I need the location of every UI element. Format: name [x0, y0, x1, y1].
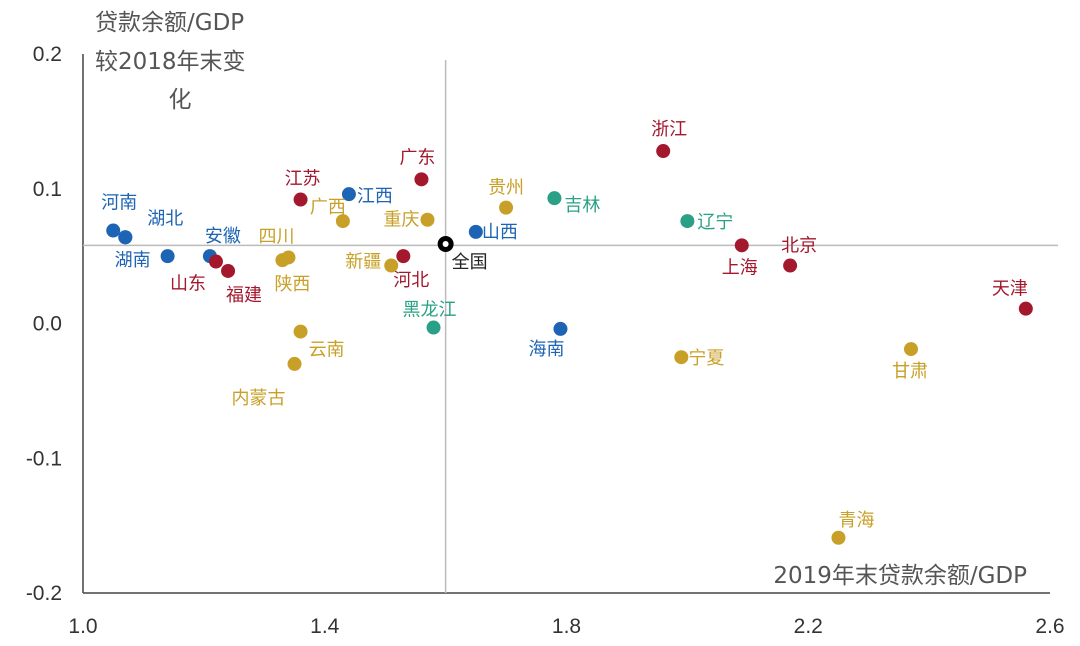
point-label: 福建	[226, 285, 262, 306]
point-label: 河北	[393, 270, 429, 291]
data-point	[903, 342, 918, 357]
point-label: 新疆	[345, 252, 381, 273]
point-label: 上海	[722, 257, 758, 278]
data-point	[293, 192, 308, 207]
data-point	[106, 223, 121, 238]
y-axis-title-line: 较2018年末变	[95, 49, 246, 75]
data-point	[547, 191, 562, 206]
axes	[82, 54, 1050, 594]
point-label: 浙江	[651, 119, 687, 140]
data-point	[275, 253, 290, 268]
point-label: 甘肃	[892, 361, 928, 382]
point-label: 河南	[101, 193, 137, 214]
x-tick-label: 2.2	[794, 615, 823, 638]
data-point	[160, 249, 175, 264]
point-label: 青海	[838, 510, 874, 531]
y-tick-label: -0.1	[26, 447, 62, 470]
point-label: 宁夏	[688, 348, 724, 369]
data-point	[118, 230, 133, 245]
data-point-center	[442, 240, 449, 247]
data-point	[468, 224, 483, 239]
point-label: 江苏	[285, 169, 321, 190]
point-label: 山东	[170, 274, 206, 295]
x-tick-label: 1.8	[552, 615, 581, 638]
data-point	[396, 249, 411, 264]
point-label: 湖北	[147, 208, 183, 229]
point-label: 山西	[482, 222, 518, 243]
point-label: 辽宁	[697, 212, 733, 233]
data-point	[831, 530, 846, 545]
point-label: 广东	[399, 147, 435, 168]
reference-lines	[83, 60, 1058, 593]
data-point	[293, 324, 308, 339]
data-point	[734, 238, 749, 253]
data-point	[499, 200, 514, 215]
data-point	[1018, 301, 1033, 316]
point-label: 安徽	[205, 226, 241, 247]
x-tick-labels: 1.0 1.4 1.8 2.2 2.6	[68, 615, 1064, 638]
point-label: 北京	[781, 236, 817, 257]
y-axis-title-line: 化	[169, 87, 192, 113]
point-label: 全国	[452, 252, 488, 273]
y-tick-label: 0.1	[33, 178, 62, 201]
data-point	[221, 263, 236, 278]
point-label: 海南	[528, 339, 564, 360]
data-point	[384, 258, 399, 273]
data-point	[553, 321, 568, 336]
y-tick-label: -0.2	[26, 582, 62, 605]
point-label: 广西	[310, 197, 346, 218]
data-point	[341, 187, 356, 202]
point-label: 湖南	[115, 250, 151, 271]
point-label: 内蒙古	[232, 388, 286, 409]
data-point	[674, 350, 689, 365]
y-tick-label: 0.0	[33, 313, 62, 336]
data-point	[287, 356, 302, 371]
data-point	[656, 144, 671, 159]
data-points	[106, 144, 1033, 545]
x-tick-label: 1.4	[310, 615, 340, 638]
data-point	[335, 214, 350, 229]
data-point	[680, 214, 695, 229]
point-label: 重庆	[383, 210, 419, 231]
data-point	[426, 320, 441, 335]
y-tick-labels: 0.2 0.1 0.0 -0.1 -0.2	[26, 43, 62, 605]
data-point	[414, 172, 429, 187]
point-label: 贵州	[488, 178, 524, 199]
point-label: 吉林	[564, 195, 600, 216]
data-point	[783, 258, 798, 273]
point-label: 天津	[992, 279, 1028, 300]
point-label: 云南	[309, 340, 345, 361]
data-point	[420, 212, 435, 227]
point-label: 四川	[258, 226, 294, 247]
point-label: 江西	[357, 186, 393, 207]
point-label: 黑龙江	[403, 300, 457, 321]
point-label: 陕西	[274, 274, 310, 295]
y-axis-title-line: 贷款余额/GDP	[95, 10, 244, 36]
y-tick-label: 0.2	[33, 43, 62, 66]
x-axis-title: 2019年末贷款余额/GDP	[773, 563, 1027, 589]
x-tick-label: 2.6	[1035, 615, 1064, 638]
data-point	[208, 254, 223, 269]
x-tick-label: 1.0	[68, 615, 97, 638]
